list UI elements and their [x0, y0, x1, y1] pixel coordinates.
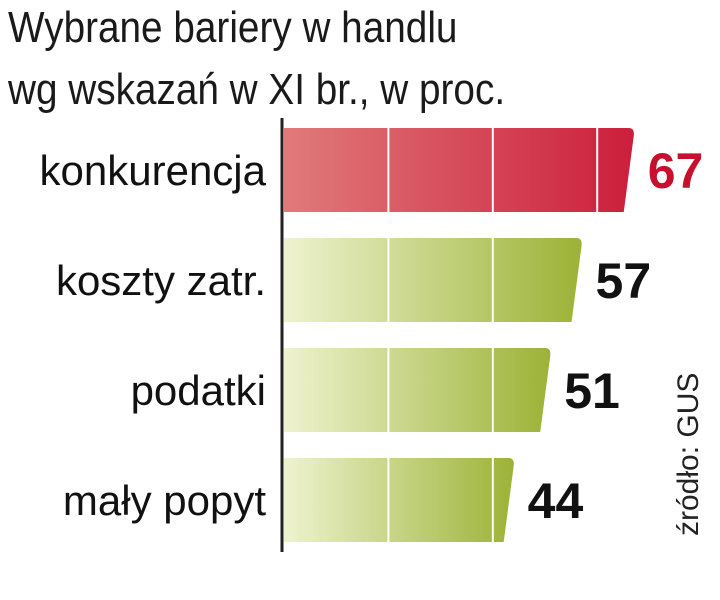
category-label-3: mały popyt — [63, 477, 266, 524]
value-label-3: 44 — [528, 473, 584, 529]
category-label-1: koszty zatr. — [56, 257, 266, 304]
bar-2 — [284, 348, 551, 432]
bar-0 — [284, 128, 634, 212]
source-note: źródło: GUS — [672, 372, 705, 536]
bar-1 — [284, 238, 582, 322]
value-label-2: 51 — [564, 363, 620, 419]
bar-3 — [284, 458, 514, 542]
value-label-1: 57 — [596, 253, 652, 309]
chart-title-line-1: Wybrane bariery w handlu — [8, 3, 458, 52]
value-label-0: 67 — [648, 143, 704, 199]
category-label-0: konkurencja — [40, 147, 267, 194]
chart-title-line-2: wg wskazań w XI br., w proc. — [8, 65, 506, 114]
category-label-2: podatki — [131, 367, 266, 414]
